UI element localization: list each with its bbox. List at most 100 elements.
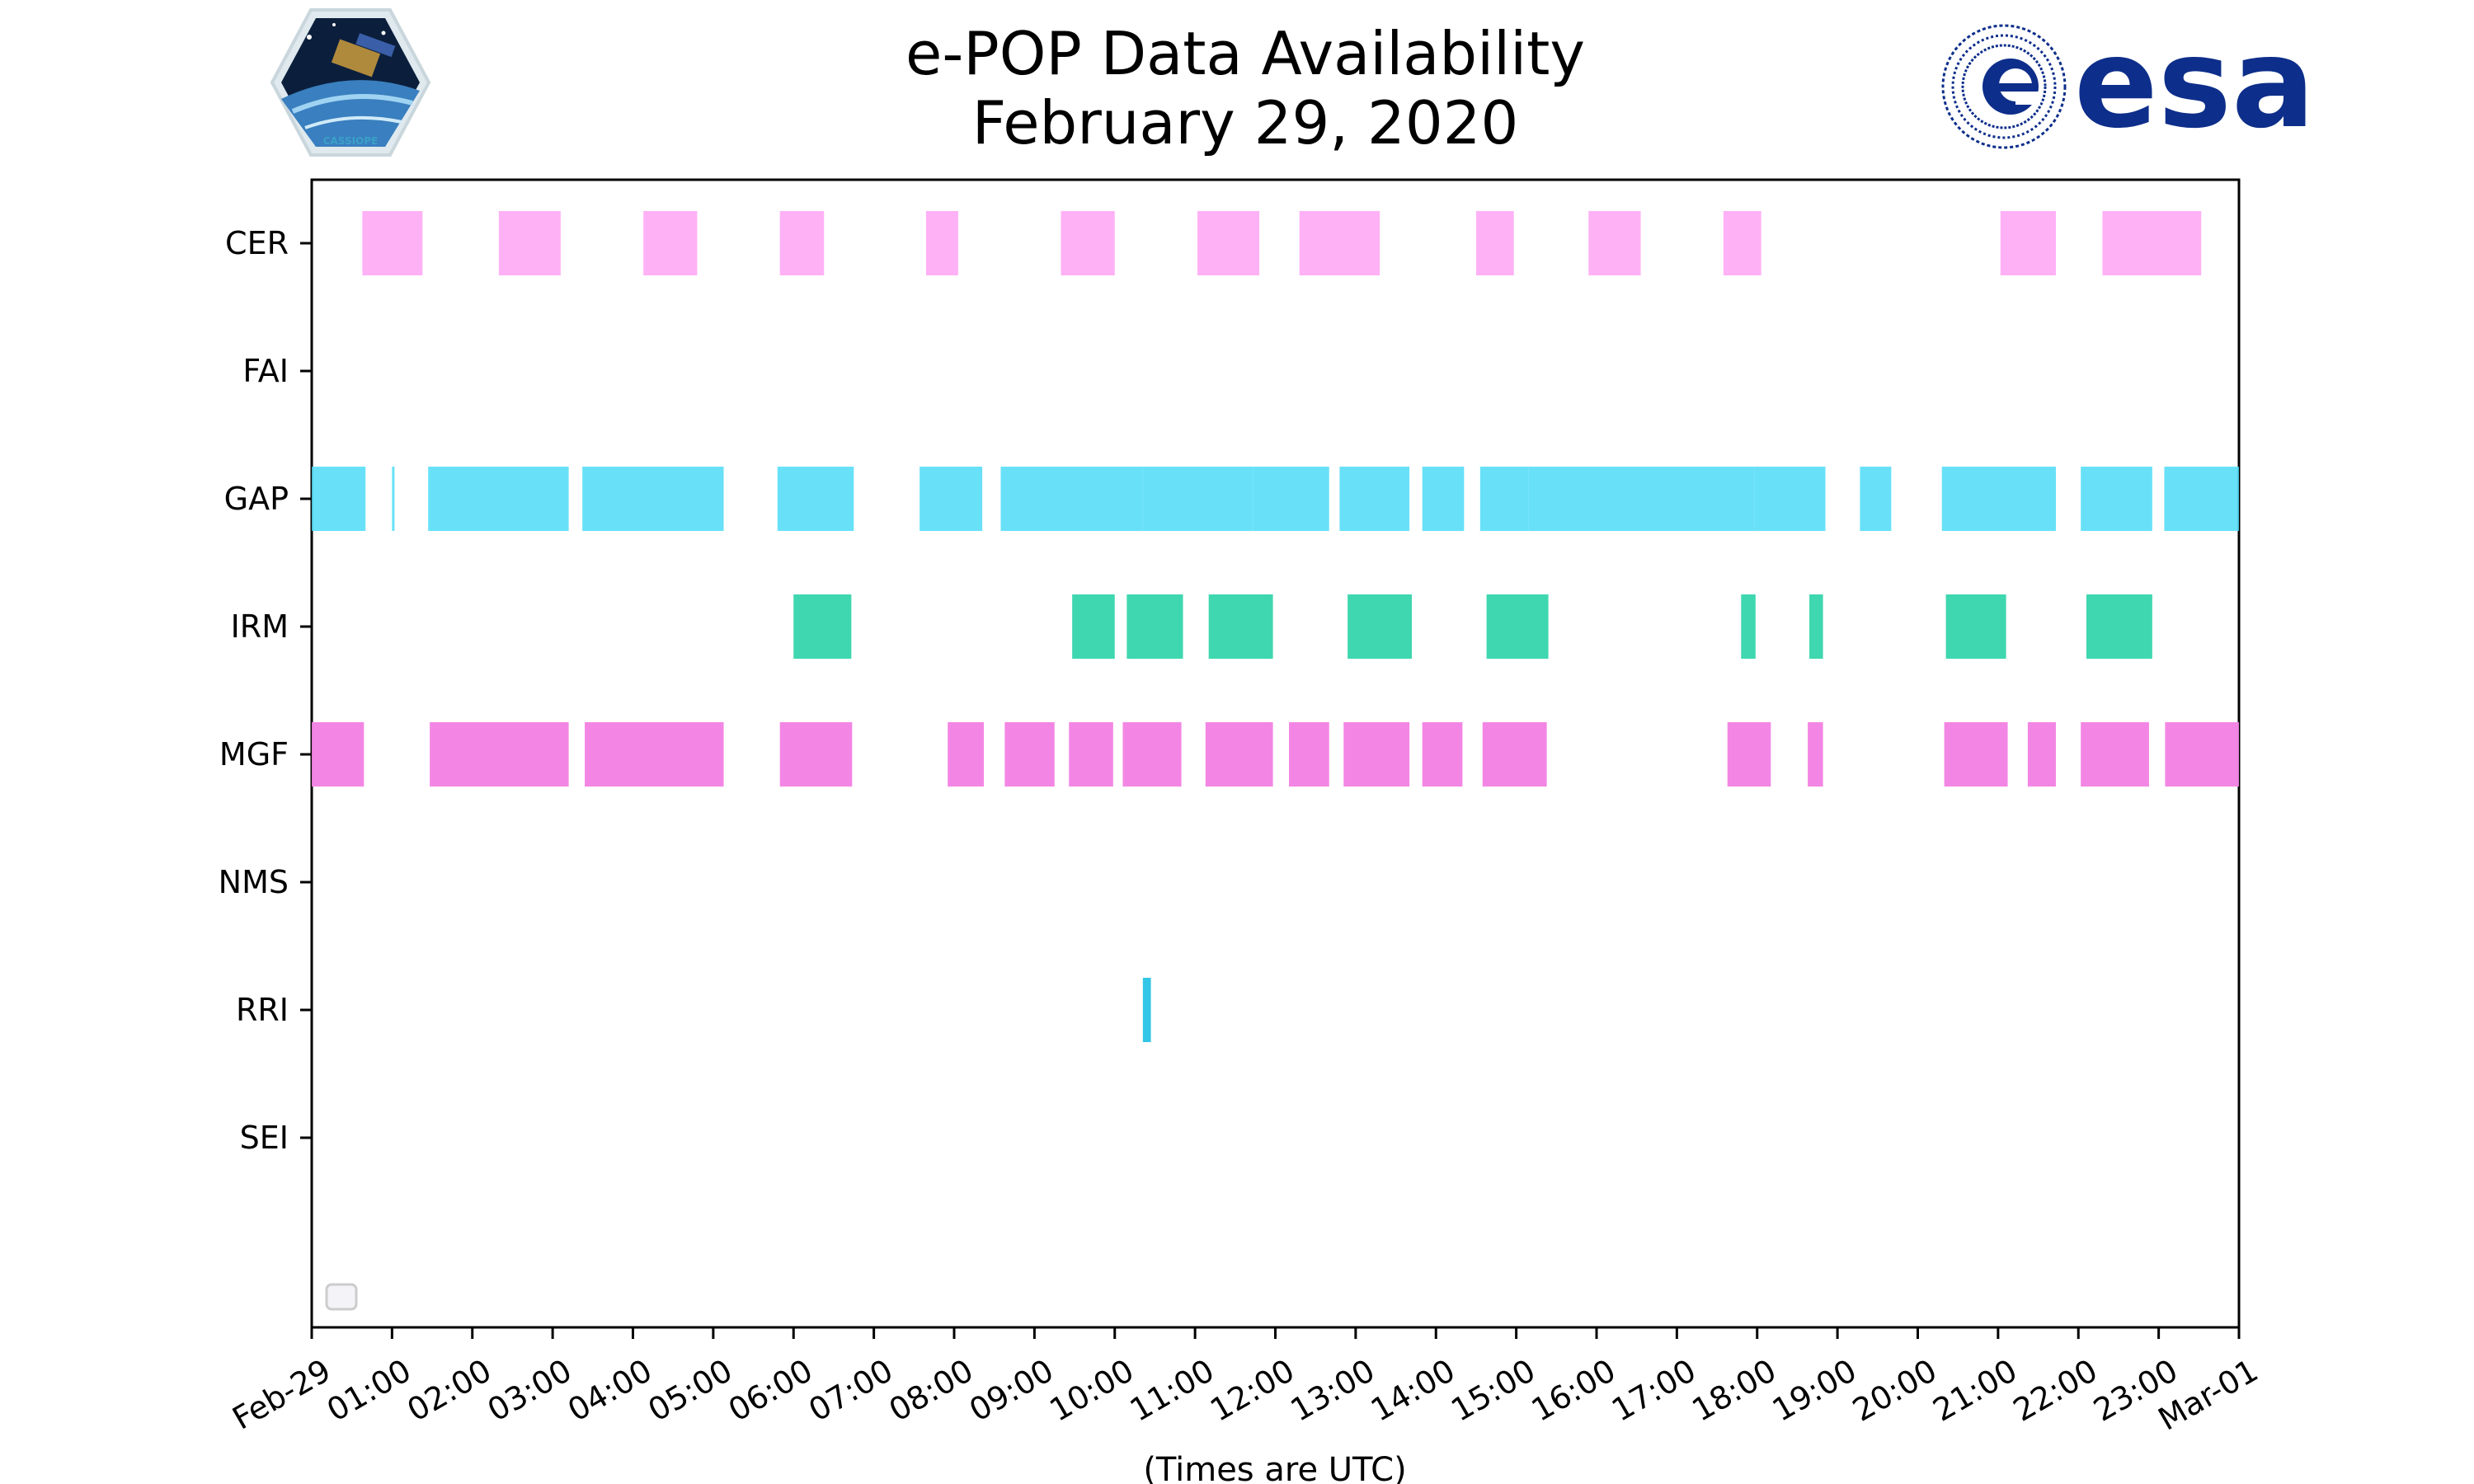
x-tick-label: 12:00 bbox=[1204, 1352, 1300, 1429]
y-tick-label-nms: NMS bbox=[219, 864, 289, 900]
bar-mgf bbox=[585, 722, 724, 787]
x-tick-label: 09:00 bbox=[963, 1352, 1060, 1429]
x-tick-label: 16:00 bbox=[1526, 1352, 1622, 1429]
bar-gap bbox=[1860, 467, 1892, 531]
cassiope-logo-text: CASSIOPE bbox=[323, 135, 379, 147]
bar-gap bbox=[2164, 467, 2239, 531]
x-axis: Feb-2901:0002:0003:0004:0005:0006:0007:0… bbox=[226, 1327, 2265, 1438]
bar-irm bbox=[1809, 594, 1823, 659]
bar-mgf bbox=[1808, 722, 1823, 787]
bar-gap bbox=[312, 467, 366, 531]
bar-gap bbox=[1253, 467, 1329, 531]
bar-irm bbox=[1348, 594, 1413, 659]
esa-swirl-icon bbox=[1941, 24, 2067, 149]
bar-cer bbox=[1061, 211, 1115, 275]
chart-title-line-1: e-POP Data Availability bbox=[905, 19, 1585, 88]
y-tick-label-sei: SEI bbox=[240, 1120, 289, 1156]
y-tick-label-rri: RRI bbox=[236, 992, 289, 1028]
bar-gap bbox=[582, 467, 724, 531]
bar-cer bbox=[2000, 211, 2056, 275]
bar-mgf bbox=[779, 722, 853, 787]
x-tick-label: 11:00 bbox=[1124, 1352, 1221, 1429]
bar-mgf bbox=[1944, 722, 2008, 787]
bar-gap bbox=[2081, 467, 2152, 531]
legend-box bbox=[325, 1283, 358, 1311]
bar-mgf bbox=[2081, 722, 2149, 787]
bar-irm bbox=[1126, 594, 1183, 659]
bar-gap bbox=[777, 467, 854, 531]
esa-logo: esa bbox=[1941, 12, 2315, 156]
x-tick-label: 08:00 bbox=[883, 1352, 980, 1429]
bar-irm bbox=[793, 594, 852, 659]
bar-gap bbox=[1754, 467, 1826, 531]
bar-cer bbox=[1588, 211, 1641, 275]
bar-mgf bbox=[2027, 722, 2056, 787]
x-tick-label: 17:00 bbox=[1606, 1352, 1702, 1429]
bar-gap bbox=[1000, 467, 1143, 531]
bar-irm bbox=[1072, 594, 1115, 659]
bar-rri bbox=[1142, 978, 1151, 1042]
x-tick-label: 02:00 bbox=[401, 1352, 497, 1429]
bar-mgf bbox=[1205, 722, 1273, 787]
bar-mgf bbox=[1069, 722, 1113, 787]
bar-mgf bbox=[1122, 722, 1182, 787]
bar-gap bbox=[428, 467, 569, 531]
esa-logo-text: esa bbox=[2074, 12, 2315, 156]
x-tick-label: 01:00 bbox=[321, 1352, 417, 1429]
y-tick-label-cer: CER bbox=[225, 225, 289, 261]
x-tick-label: 05:00 bbox=[642, 1352, 739, 1429]
x-tick-label: 15:00 bbox=[1445, 1352, 1541, 1429]
bar-irm bbox=[2086, 594, 2152, 659]
x-tick-label: 07:00 bbox=[802, 1352, 899, 1429]
bar-cer bbox=[1299, 211, 1380, 275]
bar-cer bbox=[1723, 211, 1761, 275]
bar-gap bbox=[1528, 467, 1755, 531]
x-tick-label: 21:00 bbox=[1927, 1352, 2024, 1429]
bar-mgf bbox=[948, 722, 985, 787]
bar-mgf bbox=[430, 722, 569, 787]
y-tick-label-fai: FAI bbox=[242, 353, 289, 389]
x-tick-label: 04:00 bbox=[562, 1352, 658, 1429]
x-tick-label: 06:00 bbox=[722, 1352, 819, 1429]
bar-cer bbox=[643, 211, 698, 275]
cassiope-mission-logo: CASSIOPE bbox=[270, 8, 431, 157]
chart-title-line-2: February 29, 2020 bbox=[972, 88, 1519, 157]
x-tick-label: 10:00 bbox=[1043, 1352, 1140, 1429]
bar-gap bbox=[1479, 467, 1529, 531]
bar-mgf bbox=[1482, 722, 1547, 787]
bar-irm bbox=[1945, 594, 2006, 659]
x-tick-label: 14:00 bbox=[1365, 1352, 1461, 1429]
x-tick-label: 18:00 bbox=[1686, 1352, 1782, 1429]
bar-gap bbox=[920, 467, 983, 531]
y-tick-label-irm: IRM bbox=[231, 608, 289, 645]
bar-mgf bbox=[1289, 722, 1329, 787]
x-tick-label: 13:00 bbox=[1285, 1352, 1381, 1429]
bar-mgf bbox=[1343, 722, 1410, 787]
bar-cer bbox=[925, 211, 958, 275]
y-axis: CER FAI GAP IRM MGF NMS RRI SEI bbox=[219, 225, 312, 1156]
bar-irm bbox=[1741, 594, 1756, 659]
bar-mgf bbox=[1727, 722, 1771, 787]
bar-mgf bbox=[2165, 722, 2239, 787]
x-tick-label: 20:00 bbox=[1846, 1352, 1943, 1429]
bar-gap bbox=[1422, 467, 1465, 531]
bar-irm bbox=[1486, 594, 1549, 659]
x-tick-label: 03:00 bbox=[482, 1352, 578, 1429]
availability-bars bbox=[312, 211, 2239, 1042]
x-tick-label: 19:00 bbox=[1766, 1352, 1863, 1429]
bar-gap bbox=[1339, 467, 1410, 531]
bar-mgf bbox=[1422, 722, 1463, 787]
bar-cer bbox=[779, 211, 825, 275]
bar-cer bbox=[362, 211, 423, 275]
x-axis-label: (Times are UTC) bbox=[1143, 1451, 1406, 1484]
bar-irm bbox=[1208, 594, 1273, 659]
x-tick-label: 22:00 bbox=[2007, 1352, 2104, 1429]
x-tick-label: Feb-29 bbox=[226, 1352, 336, 1437]
bar-cer bbox=[1197, 211, 1260, 275]
bar-mgf bbox=[1004, 722, 1055, 787]
bar-cer bbox=[2102, 211, 2202, 275]
bar-cer bbox=[498, 211, 561, 275]
bar-cer bbox=[1475, 211, 1514, 275]
bar-gap bbox=[392, 467, 395, 531]
